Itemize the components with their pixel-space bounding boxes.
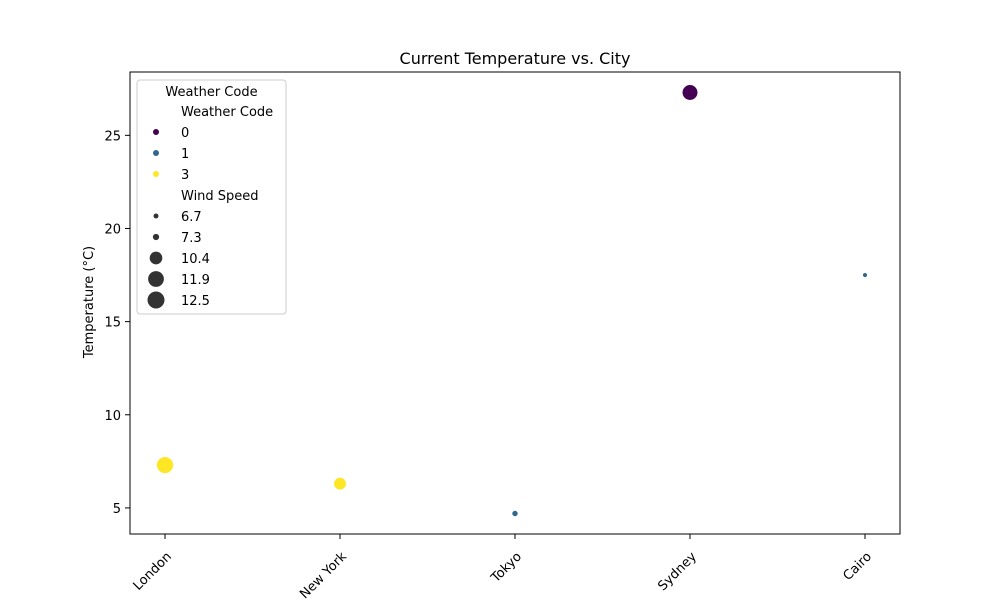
data-points xyxy=(156,84,868,518)
x-tick-label: New York xyxy=(297,549,350,600)
data-point xyxy=(333,476,347,491)
x-tick-label: Tokyo xyxy=(488,549,525,586)
legend-size-label: 12.5 xyxy=(181,294,210,309)
legend-color-marker xyxy=(153,171,159,177)
legend-color-marker xyxy=(153,150,159,156)
legend-size-header: Wind Speed xyxy=(181,189,259,204)
data-point xyxy=(156,456,174,474)
x-tick-label: Sydney xyxy=(655,549,700,594)
legend-color-marker xyxy=(153,129,159,135)
y-tick-label: 15 xyxy=(104,316,121,331)
legend-title: Weather Code xyxy=(165,85,257,100)
legend-hue-label: 0 xyxy=(181,126,189,141)
legend: Weather Code Weather Code 0 1 3 Wind Speed 6.7… xyxy=(136,79,287,315)
chart-title: Current Temperature vs. City xyxy=(400,49,631,68)
legend-size-marker xyxy=(152,233,160,241)
legend-size-label: 6.7 xyxy=(181,210,202,225)
y-axis-label: Temperature (°C) xyxy=(82,246,97,359)
legend-size-marker xyxy=(147,291,165,309)
legend-size-label: 7.3 xyxy=(181,231,202,246)
y-tick-label: 25 xyxy=(104,129,121,144)
legend-size-marker xyxy=(153,213,159,219)
y-tick-label: 10 xyxy=(104,409,121,424)
y-tick-label: 20 xyxy=(104,222,121,237)
y-tick-label: 5 xyxy=(113,502,121,517)
data-point xyxy=(862,272,868,278)
data-point xyxy=(511,509,519,518)
x-tick-label: Cairo xyxy=(841,549,875,583)
legend-hue-header: Weather Code xyxy=(181,105,273,120)
x-tick-label: London xyxy=(131,549,175,593)
legend-hue-label: 1 xyxy=(181,147,189,162)
legend-size-marker xyxy=(148,271,164,287)
legend-hue-label: 3 xyxy=(181,168,189,183)
data-point xyxy=(681,84,699,101)
legend-box xyxy=(136,79,287,315)
legend-size-marker xyxy=(149,251,163,265)
legend-size-label: 10.4 xyxy=(181,252,210,267)
legend-size-label: 11.9 xyxy=(181,273,210,288)
